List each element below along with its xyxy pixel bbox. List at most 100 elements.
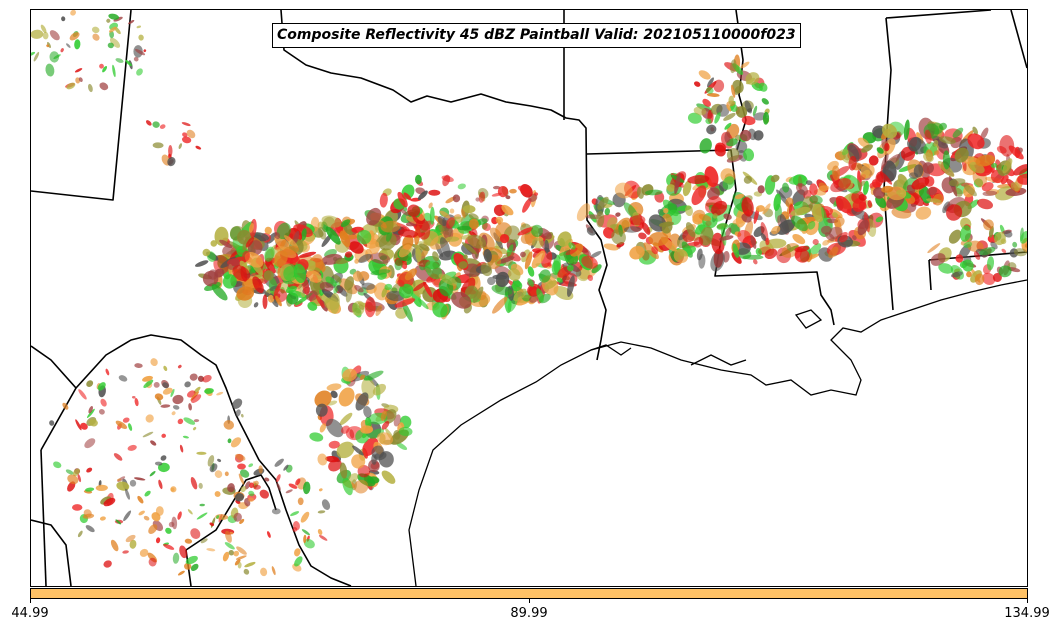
storm-cell <box>163 543 175 550</box>
storm-cell <box>249 482 255 489</box>
storm-cell <box>394 258 403 271</box>
storm-cell <box>557 231 572 247</box>
storm-cell <box>587 274 594 282</box>
storm-cell <box>752 105 758 116</box>
storm-cell <box>744 100 753 114</box>
storm-cell <box>318 226 327 240</box>
storm-cell <box>950 271 963 278</box>
storm-cell <box>881 153 889 170</box>
storm-cell <box>160 404 171 408</box>
storm-cell <box>118 375 128 382</box>
storm-cell <box>325 276 337 287</box>
storm-cell <box>788 175 807 185</box>
storm-cell <box>236 286 255 301</box>
storm-cell <box>861 144 873 153</box>
storm-cell <box>78 77 83 82</box>
storm-cell <box>711 200 728 216</box>
storm-cell <box>80 422 88 430</box>
storm-cell <box>467 234 487 249</box>
storm-cell <box>241 250 251 262</box>
storm-cell <box>274 232 281 240</box>
storm-cell <box>536 288 544 303</box>
storm-cell <box>975 154 996 167</box>
storm-cell <box>314 390 332 408</box>
storm-cell <box>482 222 491 231</box>
storm-cell <box>86 408 95 418</box>
storm-cell <box>182 132 188 138</box>
storm-cell <box>706 93 720 97</box>
storm-cell <box>882 123 898 139</box>
storm-cell <box>214 491 221 497</box>
storm-cell <box>233 550 240 557</box>
storm-cell <box>49 30 60 41</box>
storm-cell <box>822 239 830 246</box>
storm-cell <box>358 253 372 263</box>
storm-cell <box>65 469 74 475</box>
storm-cell <box>237 463 246 470</box>
storm-cell <box>132 395 136 399</box>
storm-cell <box>735 140 748 153</box>
storm-cell <box>149 470 156 477</box>
storm-cell <box>301 529 310 536</box>
storm-cell <box>108 13 120 20</box>
storm-cell <box>177 511 182 520</box>
storm-cell <box>938 136 956 144</box>
storm-cell <box>183 417 196 425</box>
storm-cell <box>807 221 816 230</box>
storm-cell <box>171 411 176 416</box>
storm-cell <box>344 276 355 291</box>
storm-cell <box>285 489 293 494</box>
storm-cell <box>116 481 130 491</box>
storm-cell <box>860 163 875 179</box>
storm-cell <box>262 294 268 309</box>
storm-cell <box>404 268 417 281</box>
storm-cell <box>102 66 108 73</box>
storm-cell <box>871 179 881 189</box>
storm-cell <box>991 162 998 168</box>
storm-cell <box>415 247 422 263</box>
storm-cell <box>97 382 106 391</box>
storm-cell <box>939 122 947 131</box>
storm-cell <box>182 435 189 439</box>
storm-cell <box>142 375 153 382</box>
storm-cell <box>74 39 81 50</box>
storm-cell <box>239 518 245 524</box>
storm-cell <box>527 266 535 277</box>
storm-cell <box>397 279 405 287</box>
storm-cell <box>88 83 93 93</box>
storm-cell <box>687 175 710 184</box>
storm-cell <box>908 136 922 152</box>
storm-cell <box>480 262 493 277</box>
storm-cell <box>734 85 742 95</box>
storm-cell <box>992 273 1002 282</box>
storm-cell <box>368 428 385 439</box>
storm-cell <box>730 59 737 74</box>
colorbar <box>30 588 1028 599</box>
storm-cell <box>974 273 985 286</box>
storm-cell <box>170 388 175 398</box>
storm-cell <box>623 226 641 233</box>
storm-cell <box>348 473 359 483</box>
storm-cell <box>743 175 753 184</box>
storm-cell <box>693 236 704 248</box>
storm-cell <box>137 495 144 504</box>
storm-cell <box>595 211 605 228</box>
storm-cell <box>61 16 66 22</box>
storm-cell <box>867 200 873 208</box>
storm-cell <box>771 225 781 235</box>
storm-cell <box>948 178 966 187</box>
storm-cell <box>283 245 299 256</box>
storm-cell <box>706 87 714 94</box>
storm-cell <box>432 302 448 318</box>
storm-cell <box>750 234 757 249</box>
storm-cell <box>99 516 106 521</box>
storm-cell <box>317 510 326 514</box>
storm-cell <box>948 229 962 244</box>
storm-cell <box>379 192 388 208</box>
storm-cell <box>755 205 765 212</box>
storm-cell <box>954 147 969 163</box>
storm-cell <box>181 122 191 127</box>
storm-cell <box>606 217 618 231</box>
storm-cell <box>489 227 503 242</box>
storm-cell <box>193 419 200 423</box>
